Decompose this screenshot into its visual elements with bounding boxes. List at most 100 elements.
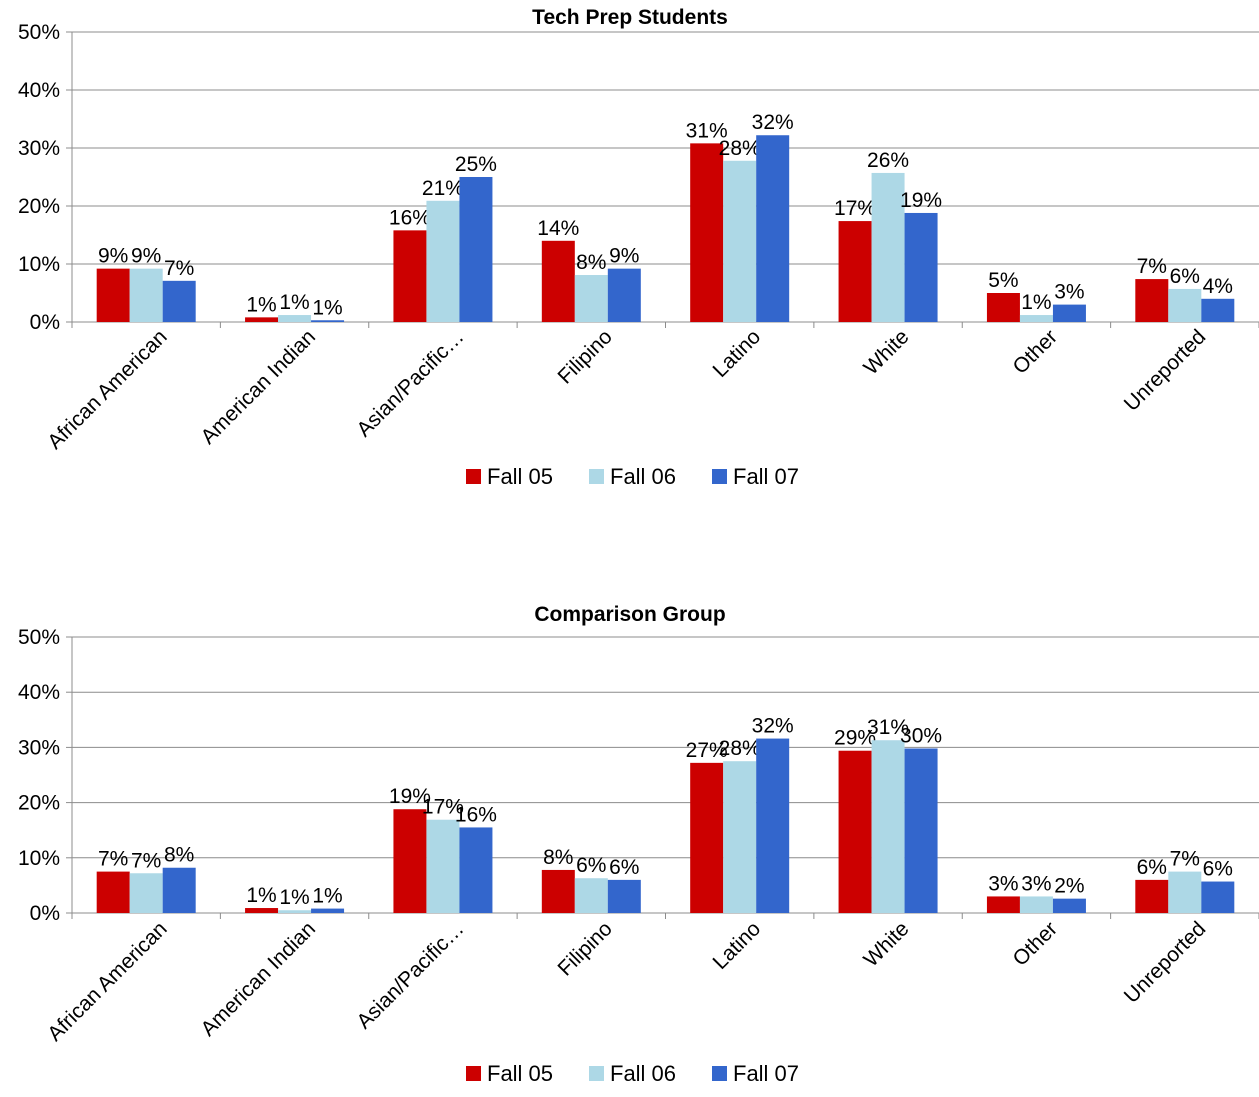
bar-fall-05-other: [986, 896, 1020, 913]
bar-fall-05-unreported: [1135, 879, 1169, 913]
bar-fall-07-unreported: [1201, 298, 1235, 322]
bar-fall-06-latino: [723, 160, 757, 322]
bar-fall-06-latino: [723, 761, 757, 913]
bar-fall-06-filipino: [574, 878, 608, 913]
data-label: 6%: [1137, 856, 1167, 879]
data-label: 6%: [1170, 265, 1200, 288]
data-label: 8%: [576, 251, 606, 274]
category-label: Unreported: [1120, 325, 1211, 416]
legend-swatch-fall-05: [466, 1066, 481, 1081]
y-tick-label: 30%: [18, 736, 60, 759]
legend-swatch-fall-07: [712, 469, 727, 484]
legend-swatch-fall-05: [466, 469, 481, 484]
y-tick-label: 0%: [30, 311, 60, 334]
data-label: 1%: [312, 885, 342, 908]
data-label: 3%: [1021, 872, 1051, 895]
data-label: 1%: [1021, 291, 1051, 314]
data-label: 7%: [1137, 255, 1167, 278]
bar-fall-06-asian-pacific: [426, 819, 460, 913]
bar-fall-05-asian-pacific: [393, 809, 427, 913]
category-label: American Indian: [197, 917, 321, 1041]
bar-fall-07-white: [904, 212, 938, 322]
y-tick-label: 30%: [18, 137, 60, 160]
bar-fall-06-other: [1019, 315, 1053, 322]
bar-fall-06-white: [871, 172, 905, 322]
data-label: 9%: [98, 245, 128, 268]
data-label: 26%: [867, 149, 909, 172]
data-label: 4%: [1203, 275, 1233, 298]
data-label: 1%: [279, 291, 309, 314]
bar-fall-07-african-american: [162, 280, 196, 322]
bar-fall-05-unreported: [1135, 279, 1169, 322]
category-label: Filipino: [554, 325, 617, 388]
bar-fall-07-other: [1052, 898, 1086, 913]
legend-swatch-fall-06: [589, 1066, 604, 1081]
bar-fall-05-filipino: [541, 869, 575, 913]
bar-fall-06-unreported: [1168, 871, 1202, 913]
bar-fall-06-other: [1019, 896, 1053, 913]
category-label: White: [859, 325, 913, 379]
data-label: 8%: [164, 844, 194, 867]
category-label: American Indian: [197, 325, 321, 449]
category-label: Other: [1009, 325, 1062, 378]
data-label: 2%: [1054, 875, 1084, 898]
bar-fall-05-white: [838, 221, 872, 322]
bar-fall-05-filipino: [541, 240, 575, 322]
data-label: 9%: [609, 245, 639, 268]
bar-fall-05-american-indian: [245, 317, 279, 322]
category-label: Asian/Pacific…: [352, 325, 468, 441]
category-label: Latino: [708, 325, 765, 382]
data-label: 30%: [900, 725, 942, 748]
bar-fall-05-latino: [690, 143, 724, 322]
bar-fall-07-african-american: [162, 867, 196, 913]
y-tick-label: 40%: [18, 79, 60, 102]
data-label: 5%: [988, 269, 1018, 292]
y-tick-label: 50%: [18, 21, 60, 44]
data-label: 14%: [537, 217, 579, 240]
data-label: 7%: [98, 848, 128, 871]
y-tick-label: 40%: [18, 681, 60, 704]
bar-fall-06-white: [871, 740, 905, 913]
bar-fall-06-american-indian: [278, 910, 312, 913]
category-label: Other: [1009, 917, 1062, 970]
bar-fall-07-white: [904, 748, 938, 913]
bar-fall-06-filipino: [574, 275, 608, 322]
data-label: 8%: [543, 846, 573, 869]
chart-title: Comparison Group: [534, 603, 725, 626]
data-label: 25%: [455, 153, 497, 176]
bar-fall-06-african-american: [129, 268, 163, 322]
y-tick-label: 20%: [18, 195, 60, 218]
bar-fall-07-asian-pacific: [459, 827, 493, 913]
bar-fall-05-american-indian: [245, 908, 279, 913]
bar-fall-05-latino: [690, 762, 724, 913]
data-label: 3%: [1054, 281, 1084, 304]
category-label: Unreported: [1120, 917, 1211, 1008]
bar-fall-05-african-american: [96, 871, 130, 913]
y-tick-label: 0%: [30, 902, 60, 925]
data-label: 7%: [131, 849, 161, 872]
data-label: 9%: [131, 245, 161, 268]
bar-fall-07-latino: [756, 738, 790, 913]
data-label: 17%: [422, 796, 464, 819]
y-tick-label: 20%: [18, 792, 60, 815]
data-label: 19%: [900, 189, 942, 212]
data-label: 1%: [246, 293, 276, 316]
category-label: Filipino: [554, 917, 617, 980]
bar-fall-05-african-american: [96, 268, 130, 322]
data-label: 31%: [867, 716, 909, 739]
category-label: White: [859, 917, 913, 971]
bar-fall-06-african-american: [129, 873, 163, 913]
bar-fall-05-other: [986, 293, 1020, 322]
legend-swatch-fall-07: [712, 1066, 727, 1081]
legend-label: Fall 07: [733, 1061, 799, 1086]
data-label: 6%: [576, 854, 606, 877]
category-label: Asian/Pacific…: [352, 917, 468, 1033]
category-label: Latino: [708, 917, 765, 974]
data-label: 16%: [389, 206, 431, 229]
bar-fall-06-unreported: [1168, 288, 1202, 322]
data-label: 32%: [752, 111, 794, 134]
bar-fall-07-latino: [756, 135, 790, 322]
data-label: 28%: [719, 137, 761, 160]
